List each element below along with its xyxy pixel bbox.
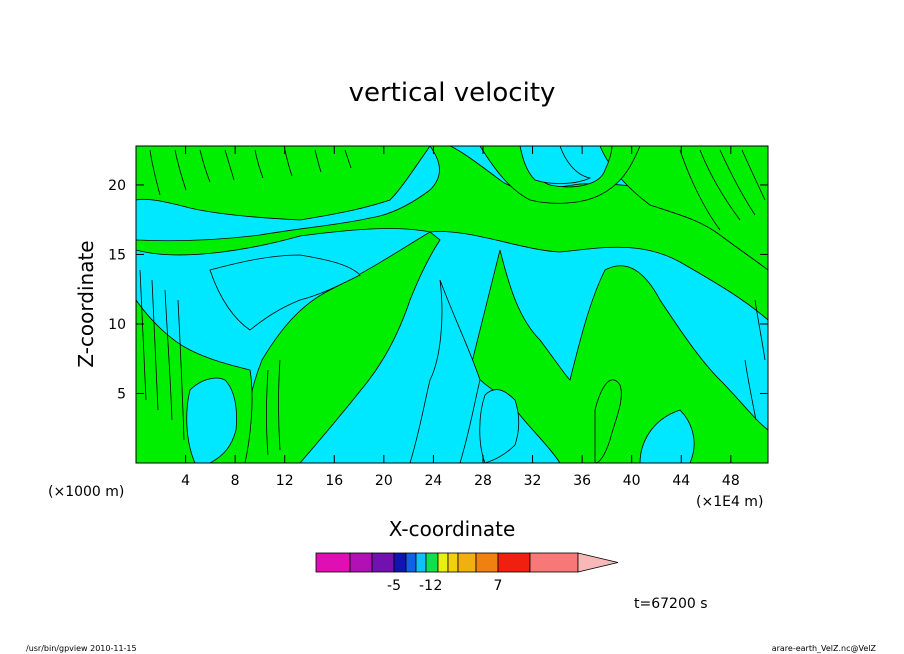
y-tick-label: 15	[108, 247, 126, 263]
contour-holes	[186, 146, 592, 463]
y-axis: 5 10 15 20	[108, 178, 768, 402]
footer-left: /usr/bin/gpview 2010-11-15	[26, 644, 137, 653]
x-tick-label: 12	[276, 473, 294, 489]
colorbar-tick-label: 7	[494, 578, 503, 594]
chart-title: vertical velocity	[349, 78, 556, 108]
x-tick-label: 20	[375, 473, 393, 489]
x-tick-label: 16	[325, 473, 343, 489]
colorbar-segment	[315, 552, 351, 573]
colorbar-segment	[349, 552, 373, 573]
colorbar-segment	[371, 552, 395, 573]
x-tick-label: 36	[573, 473, 591, 489]
colorbar-segment	[447, 552, 459, 573]
colorbar-tick-label: -1	[419, 578, 433, 594]
x-tick-label: 24	[424, 473, 442, 489]
y-tick-label: 5	[117, 386, 126, 402]
x-tick-label: 8	[231, 473, 240, 489]
x-unit-right: (×1E4 m)	[696, 494, 763, 510]
colorbar-segment	[415, 552, 427, 573]
colorbar-segment	[405, 552, 417, 573]
x-tick-label: 28	[474, 473, 492, 489]
plot-frame	[135, 145, 769, 464]
contour-streaks	[139, 149, 766, 456]
colorbar-segment	[437, 552, 449, 573]
footer-right: arare-earth_VelZ.nc@VelZ	[772, 644, 877, 653]
y-tick-label: 10	[108, 317, 126, 333]
x-tick-label: 48	[722, 473, 740, 489]
plot-area	[135, 145, 769, 464]
x-tick-label: 32	[524, 473, 542, 489]
x-tick-label: 40	[623, 473, 641, 489]
x-unit-left: (×1000 m)	[48, 484, 124, 500]
colorbar-segment	[425, 552, 439, 573]
colorbar-tick-label: 2	[434, 578, 443, 594]
colorbar-segment	[457, 552, 477, 573]
colorbar-segment	[529, 552, 579, 573]
x-tick-label: 4	[181, 473, 190, 489]
colorbar-segment	[497, 552, 531, 573]
colorbar-tick-label: -5	[387, 578, 401, 594]
x-axis: 4 8 12 16 20 24 28 32 36 40 44 48	[181, 146, 740, 489]
x-tick-label: 44	[672, 473, 690, 489]
time-label: t=67200 s	[634, 596, 708, 612]
colorbar-segment	[393, 552, 407, 573]
colorbar	[315, 552, 619, 573]
colorbar-labels: -5 -1 2 7	[387, 578, 502, 594]
y-axis-label: Z-coordinate	[74, 240, 98, 367]
y-tick-label: 20	[108, 178, 126, 194]
colorbar-segment	[475, 552, 499, 573]
x-axis-label: X-coordinate	[389, 517, 516, 541]
colorbar-arrow	[577, 552, 619, 573]
